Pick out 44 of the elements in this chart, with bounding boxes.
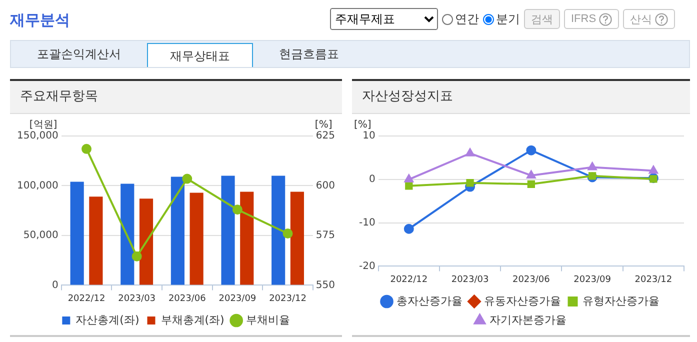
y-tick-label: 150,000 <box>16 130 58 142</box>
text: IFRS <box>571 13 596 25</box>
y-axis-title: [억원] <box>29 120 58 131</box>
x-tick-label: 2023/03 <box>118 294 156 304</box>
y-tick-label: 100,000 <box>16 180 58 192</box>
y2-axis-title: [%] <box>314 120 332 131</box>
text: 포괄손익계산서 <box>36 46 122 63</box>
x-tick-label: 2023/06 <box>512 274 550 285</box>
y2-tick-label: 575 <box>316 230 336 242</box>
legend-label: 자산총계(좌) <box>76 313 140 326</box>
y2-tick-label: 550 <box>316 280 336 291</box>
legend-label: 총자산증가율 <box>396 294 462 308</box>
y2-tick-label: 600 <box>316 180 336 192</box>
x-tick-label: 2023/03 <box>451 274 489 285</box>
text: 현금흐름표 <box>278 46 340 63</box>
y2-tick-label: 625 <box>316 130 336 142</box>
y-tick-label: -20 <box>358 260 376 272</box>
text: 재무분석 <box>10 11 70 30</box>
y-axis-title: [%] <box>354 120 372 131</box>
chart-title: 주요재무항목 <box>10 81 342 114</box>
y-tick-label: 0 <box>52 280 58 291</box>
legend-label: 부채비율 <box>246 313 290 326</box>
text: 분기 <box>495 10 520 28</box>
y-tick-label: 10 <box>362 130 376 142</box>
x-tick-label: 2023/12 <box>269 294 306 304</box>
legend-label: 유형자산증가율 <box>582 294 660 308</box>
y-tick-label: 0 <box>368 174 376 185</box>
x-tick-label: 2022/12 <box>68 294 106 304</box>
y-tick-label: 50,000 <box>23 230 58 242</box>
x-tick-label: 2023/06 <box>168 294 206 304</box>
x-tick-label: 2023/12 <box>634 274 672 285</box>
x-tick-label: 2023/09 <box>218 294 256 304</box>
legend-label: 자기자본증가율 <box>489 313 566 326</box>
chart-title: 자산성장성지표 <box>352 81 690 114</box>
text: 주재무제표 <box>330 8 438 30</box>
text: 재무상태표 <box>147 43 253 67</box>
text: 산식 <box>630 12 652 26</box>
x-tick-label: 2022/12 <box>390 274 428 285</box>
legend-label: 부채총계(좌) <box>160 313 224 326</box>
text: 검색 <box>524 9 560 29</box>
legend-label: 유동자산증가율 <box>484 294 561 308</box>
y-tick-label: -10 <box>358 217 376 228</box>
text: 연간 <box>454 10 479 28</box>
x-tick-label: 2023/09 <box>574 274 612 285</box>
